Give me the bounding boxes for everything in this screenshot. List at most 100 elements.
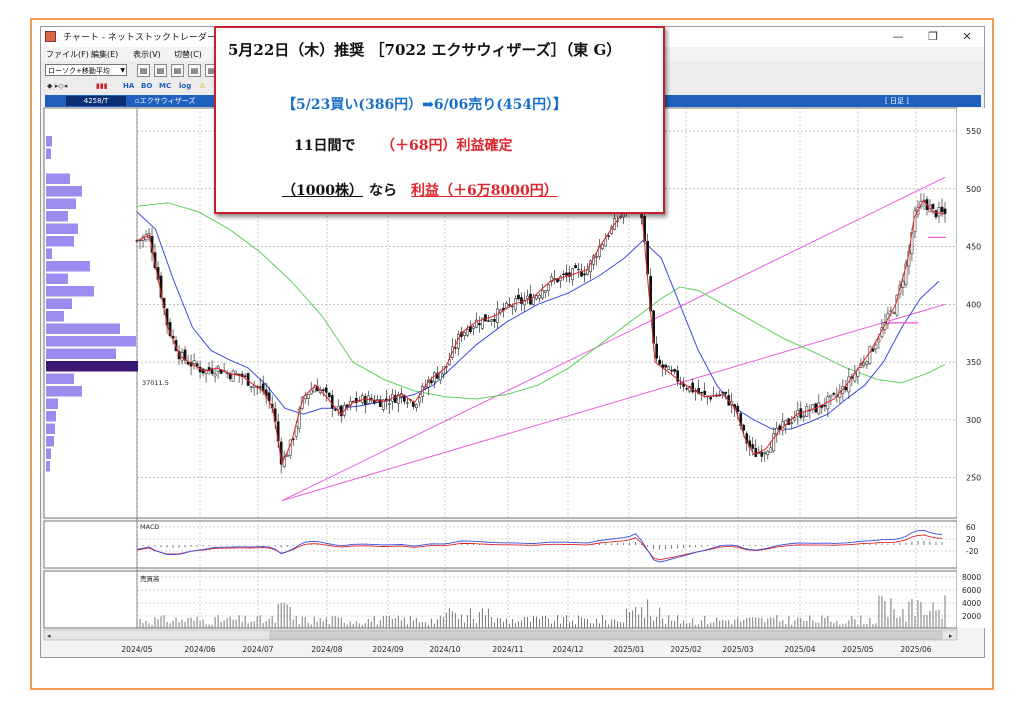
candle-body xyxy=(414,404,418,408)
candle-body xyxy=(405,402,409,404)
candle-body xyxy=(381,399,385,410)
volume-profile-bar xyxy=(46,411,56,422)
volume-label: 売買高 xyxy=(140,574,160,583)
candle-body xyxy=(463,332,466,336)
candle-body xyxy=(823,405,827,407)
minimize-button[interactable]: — xyxy=(892,30,904,43)
volume-profile-bar xyxy=(46,373,74,384)
candle-body xyxy=(439,372,442,381)
candle-body xyxy=(231,370,235,382)
menu-file[interactable]: ファイル(F) xyxy=(46,50,89,59)
x-tick-label: 2025/06 xyxy=(900,645,931,654)
ha-button[interactable]: HA xyxy=(123,82,135,90)
volume-profile-bar xyxy=(46,173,70,184)
candle-body xyxy=(724,391,728,394)
macd-tick-label: 20 xyxy=(966,535,976,544)
candle-body xyxy=(691,382,695,393)
candle-body xyxy=(360,395,364,403)
menu-view[interactable]: 表示(V) xyxy=(133,50,161,59)
candle-body xyxy=(195,363,199,367)
candle-body xyxy=(354,397,358,404)
chart-type-1-icon[interactable]: ▤ xyxy=(137,64,150,77)
candle-body xyxy=(183,349,187,361)
mc-button[interactable]: MC xyxy=(159,82,172,90)
x-tick-label: 2024/07 xyxy=(242,645,273,654)
volume-profile-bar xyxy=(46,336,136,347)
candle-body xyxy=(658,359,661,365)
candle-body xyxy=(751,444,755,449)
candle-body xyxy=(490,319,493,322)
chart-type-4-icon[interactable]: ▤ xyxy=(188,64,201,77)
candle-body xyxy=(246,373,250,386)
macd-line xyxy=(136,529,943,563)
candle-body xyxy=(763,452,767,454)
candle-body xyxy=(802,415,806,418)
candle-body xyxy=(526,295,529,299)
period-label: [ 日足 ] xyxy=(885,97,909,105)
candle-body xyxy=(505,302,508,308)
candle-body xyxy=(466,329,469,336)
indicator-select[interactable]: ローソク+移動平均 xyxy=(45,64,127,77)
volume-profile-bar xyxy=(46,273,68,284)
candle-body xyxy=(793,417,797,421)
scroll-left-icon[interactable]: ◂ xyxy=(47,632,51,640)
candle-body xyxy=(234,373,238,375)
arrow-tool-icon[interactable]: ◆ ▸◇◂ xyxy=(47,82,68,90)
volume-profile-bar xyxy=(46,211,68,222)
candle-body xyxy=(577,268,580,271)
price-tick-label: 300 xyxy=(966,416,981,425)
log-button[interactable]: log xyxy=(179,82,192,90)
moving-average-long-line xyxy=(136,202,946,400)
macd-signal-line xyxy=(136,534,943,561)
trendline xyxy=(281,176,946,502)
warning-icon[interactable]: ⚠ xyxy=(199,82,206,90)
scroll-right-icon[interactable]: ▸ xyxy=(949,632,953,640)
close-button[interactable]: ✕ xyxy=(962,30,972,43)
x-tick-label: 2025/04 xyxy=(784,645,815,654)
stock-code: 4258/T xyxy=(66,96,126,106)
candle-body xyxy=(901,281,905,288)
volume-tick-label: 6000 xyxy=(962,586,981,595)
callout-nara: なら xyxy=(369,183,397,199)
candle-body xyxy=(667,366,671,370)
candle-body xyxy=(655,343,658,359)
volume-profile-bar xyxy=(46,311,64,322)
menu-switch[interactable]: 切替(C) xyxy=(174,50,202,59)
candle-body xyxy=(249,386,253,388)
candle-body xyxy=(243,375,247,377)
window-title: チャート - ネットストックトレーダー xyxy=(63,33,216,43)
chart-type-3-icon[interactable]: ▤ xyxy=(171,64,184,77)
price-tick-label: 450 xyxy=(966,243,981,252)
candle-body xyxy=(192,360,196,364)
volume-profile-bar xyxy=(46,186,82,197)
candle-body xyxy=(673,369,677,372)
x-tick-label: 2024/08 xyxy=(311,645,342,654)
candle-body xyxy=(565,272,568,276)
candle-body xyxy=(538,295,541,299)
moving-average-short-line xyxy=(136,171,946,466)
price-tick-label: 500 xyxy=(966,185,981,194)
candle-body xyxy=(892,312,896,314)
candle-body xyxy=(339,405,343,417)
menu-edit[interactable]: 編集(E) xyxy=(91,50,119,59)
candle-body xyxy=(541,290,544,299)
candle-body xyxy=(330,395,334,409)
candle-body xyxy=(547,284,550,291)
maximize-button[interactable]: ❐ xyxy=(928,30,938,43)
axis-area xyxy=(957,108,985,628)
x-tick-label: 2025/01 xyxy=(613,645,644,654)
chart-type-2-icon[interactable]: ▤ xyxy=(154,64,167,77)
candle-body xyxy=(321,389,325,392)
bo-button[interactable]: BO xyxy=(141,82,153,90)
candle-body xyxy=(520,297,523,304)
volume-profile-bar xyxy=(46,236,74,247)
callout-total-profit: 利益（＋6万8000円） xyxy=(411,183,558,199)
x-tick-label: 2024/09 xyxy=(372,645,403,654)
candle-body xyxy=(396,394,400,404)
scrollbar-thumb[interactable] xyxy=(269,630,943,640)
candle-body xyxy=(670,369,674,372)
price-tick-label: 550 xyxy=(966,127,981,136)
bar-tool-icon[interactable]: ▮▮▮ xyxy=(96,82,108,90)
candle-body xyxy=(607,235,610,237)
candle-body xyxy=(312,387,316,393)
